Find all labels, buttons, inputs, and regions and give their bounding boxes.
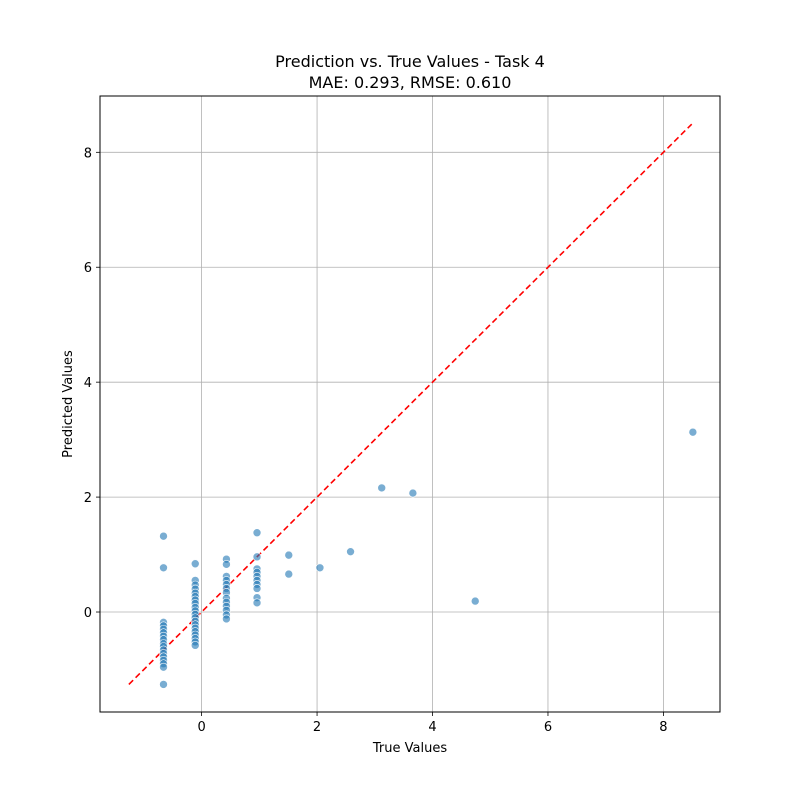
data-point	[190, 559, 200, 569]
x-axis-label: True Values	[372, 741, 447, 756]
data-point	[252, 528, 262, 538]
data-point	[284, 569, 294, 579]
x-tick-label: 0	[197, 720, 205, 735]
data-point	[408, 488, 418, 498]
chart-title: Prediction vs. True Values - Task 4	[275, 52, 545, 71]
data-point	[159, 531, 168, 541]
data-point	[159, 563, 168, 573]
data-points	[159, 427, 698, 689]
grid-lines	[100, 96, 720, 712]
y-tick-label: 0	[84, 606, 92, 621]
x-tick-label: 4	[428, 720, 436, 735]
x-tick-label: 2	[313, 720, 321, 735]
data-point	[222, 614, 231, 624]
y-tick-label: 8	[84, 146, 92, 161]
data-point	[159, 662, 168, 672]
data-point	[315, 563, 325, 573]
chart-subtitle: MAE: 0.293, RMSE: 0.610	[309, 73, 512, 92]
x-tick-label: 6	[544, 720, 552, 735]
data-point	[688, 427, 698, 437]
axis-ticks: 0 2 4 6 8 0 2 4 6 8	[84, 146, 668, 735]
data-point	[252, 584, 262, 593]
data-point	[252, 552, 262, 562]
data-point	[377, 483, 387, 493]
y-axis-label: Predicted Values	[61, 350, 76, 458]
data-point	[159, 680, 168, 689]
data-point	[252, 598, 262, 608]
data-point	[284, 550, 294, 560]
plot-frame	[99, 95, 721, 713]
data-point	[470, 596, 480, 606]
y-tick-label: 4	[84, 376, 92, 391]
data-point	[190, 641, 200, 650]
y-tick-label: 2	[84, 491, 92, 506]
data-point	[346, 547, 355, 556]
x-tick-label: 8	[659, 720, 667, 735]
y-tick-label: 6	[84, 261, 92, 276]
data-point	[222, 560, 231, 569]
